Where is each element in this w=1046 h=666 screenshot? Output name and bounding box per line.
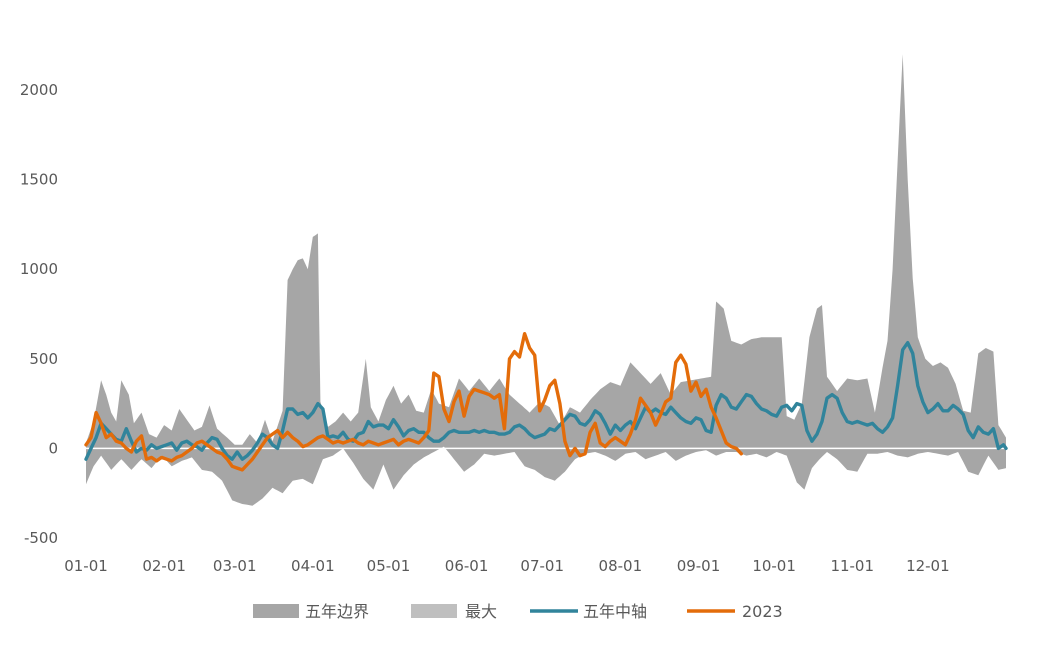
legend-label: 五年中轴 — [583, 602, 647, 621]
y-tick-label: 2000 — [20, 81, 58, 99]
year-2023-line — [84, 332, 743, 472]
x-tick-label: 07-01 — [520, 557, 564, 575]
legend: 五年边界 最大 五年中轴 2023 — [253, 602, 783, 621]
legend-swatch — [253, 604, 299, 618]
x-tick-label: 12-01 — [906, 557, 950, 575]
five-year-median-line — [84, 341, 1008, 461]
x-tick-label: 06-01 — [445, 557, 489, 575]
y-tick-label: 1500 — [20, 171, 58, 189]
five-year-band-area — [86, 54, 1006, 506]
y-tick-label: 1000 — [20, 260, 58, 278]
x-tick-label: 04-01 — [291, 557, 335, 575]
legend-five-year-median: 五年中轴 — [530, 602, 647, 621]
x-tick-label: 09-01 — [677, 557, 721, 575]
x-tick-label: 02-01 — [142, 557, 186, 575]
x-tick-label: 08-01 — [599, 557, 643, 575]
x-axis: 01-01 02-01 03-01 04-01 05-01 06-01 07-01 08-01… — [64, 557, 949, 575]
five-year-band-layer — [86, 54, 1006, 506]
x-tick-label: 01-01 — [64, 557, 108, 575]
legend-label: 五年边界 — [305, 602, 369, 621]
legend-label: 最大 — [465, 602, 497, 621]
legend-five-year-band: 五年边界 — [253, 602, 369, 621]
legend-max: 最大 — [411, 602, 497, 621]
x-tick-label: 05-01 — [367, 557, 411, 575]
legend-label: 2023 — [742, 602, 783, 621]
x-tick-label: 03-01 — [213, 557, 257, 575]
y-tick-label: 500 — [29, 350, 58, 368]
legend-swatch — [411, 604, 457, 618]
legend-2023: 2023 — [687, 602, 783, 621]
x-tick-label: 11-01 — [830, 557, 874, 575]
series-lines-layer — [84, 332, 1008, 472]
y-tick-label: -500 — [24, 529, 58, 547]
y-tick-label: 0 — [48, 439, 58, 457]
y-axis: -500 0 500 1000 1500 2000 — [20, 81, 58, 547]
x-tick-label: 10-01 — [752, 557, 796, 575]
